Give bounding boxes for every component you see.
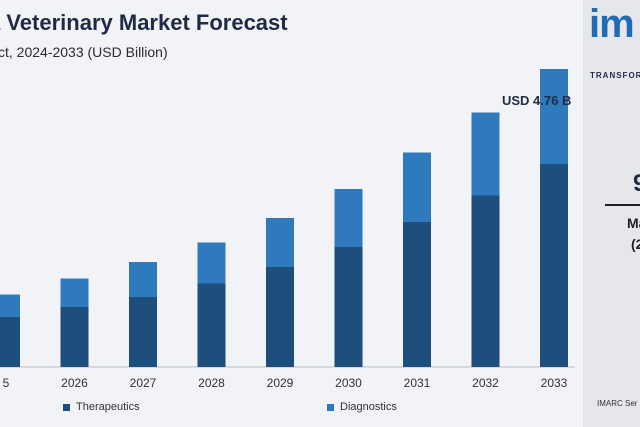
legend-label-diagnostics: Diagnostics (340, 401, 397, 413)
panel-footer: IMARC Ser (597, 399, 638, 408)
x-tick-label: 2027 (130, 376, 157, 390)
legend-swatch-therapeutics (63, 403, 70, 411)
bar-diagnostics-2033 (540, 69, 568, 164)
x-tick-label: 2033 (541, 376, 568, 390)
legend-item-diagnostics: Diagnostics (327, 401, 397, 413)
chart-subtitle: ct, 2024-2033 (USD Billion) (0, 44, 168, 60)
side-panel: im TRANSFOR 9 Ma (2 IMARC Ser (583, 0, 640, 427)
panel-line-1: Ma (627, 215, 640, 231)
x-tick-label: 5 (3, 376, 10, 390)
chart-area: a Veterinary Market Forecast ct, 2024-20… (0, 0, 583, 427)
panel-divider (605, 204, 640, 206)
legend-item-therapeutics: Therapeutics (63, 401, 140, 413)
x-tick-label: 2028 (198, 376, 225, 390)
bar-diagnostics-5 (0, 294, 20, 317)
bar-therapeutics-2032 (471, 195, 500, 367)
bar-therapeutics-2027 (129, 297, 157, 367)
bar-therapeutics-2028 (197, 283, 226, 367)
chart-title: a Veterinary Market Forecast (0, 10, 288, 35)
bar-diagnostics-2027 (129, 262, 157, 297)
bar-diagnostics-2028 (197, 242, 226, 284)
bar-chart: 5 2026 2027 2028 2029 2030 2031 2032 2033 (0, 69, 575, 390)
legend-label-therapeutics: Therapeutics (76, 401, 140, 413)
bar-therapeutics-5 (0, 317, 20, 367)
bar-diagnostics-2032 (471, 112, 500, 196)
panel-line-2: (2 (631, 236, 640, 252)
bar-therapeutics-2029 (266, 267, 294, 367)
x-tick-label: 2029 (267, 376, 294, 390)
panel-stat: 9 (633, 170, 640, 197)
x-tick-label: 2032 (472, 376, 499, 390)
brand-logo[interactable]: im (589, 2, 635, 46)
bar-diagnostics-2029 (266, 218, 294, 267)
bar-diagnostics-2026 (60, 278, 89, 307)
x-tick-label: 2031 (404, 376, 431, 390)
total-value-label: USD 4.76 B (502, 93, 572, 108)
x-tick-label: 2026 (61, 376, 88, 390)
brand-tagline: TRANSFOR (590, 71, 640, 80)
bar-therapeutics-2030 (334, 247, 363, 367)
bar-therapeutics-2033 (540, 164, 568, 367)
x-tick-label: 2030 (335, 376, 362, 390)
bar-diagnostics-2031 (403, 152, 431, 222)
bar-therapeutics-2031 (403, 222, 431, 367)
bar-therapeutics-2026 (60, 307, 89, 367)
legend-swatch-diagnostics (327, 403, 334, 411)
bar-diagnostics-2030 (334, 189, 363, 247)
